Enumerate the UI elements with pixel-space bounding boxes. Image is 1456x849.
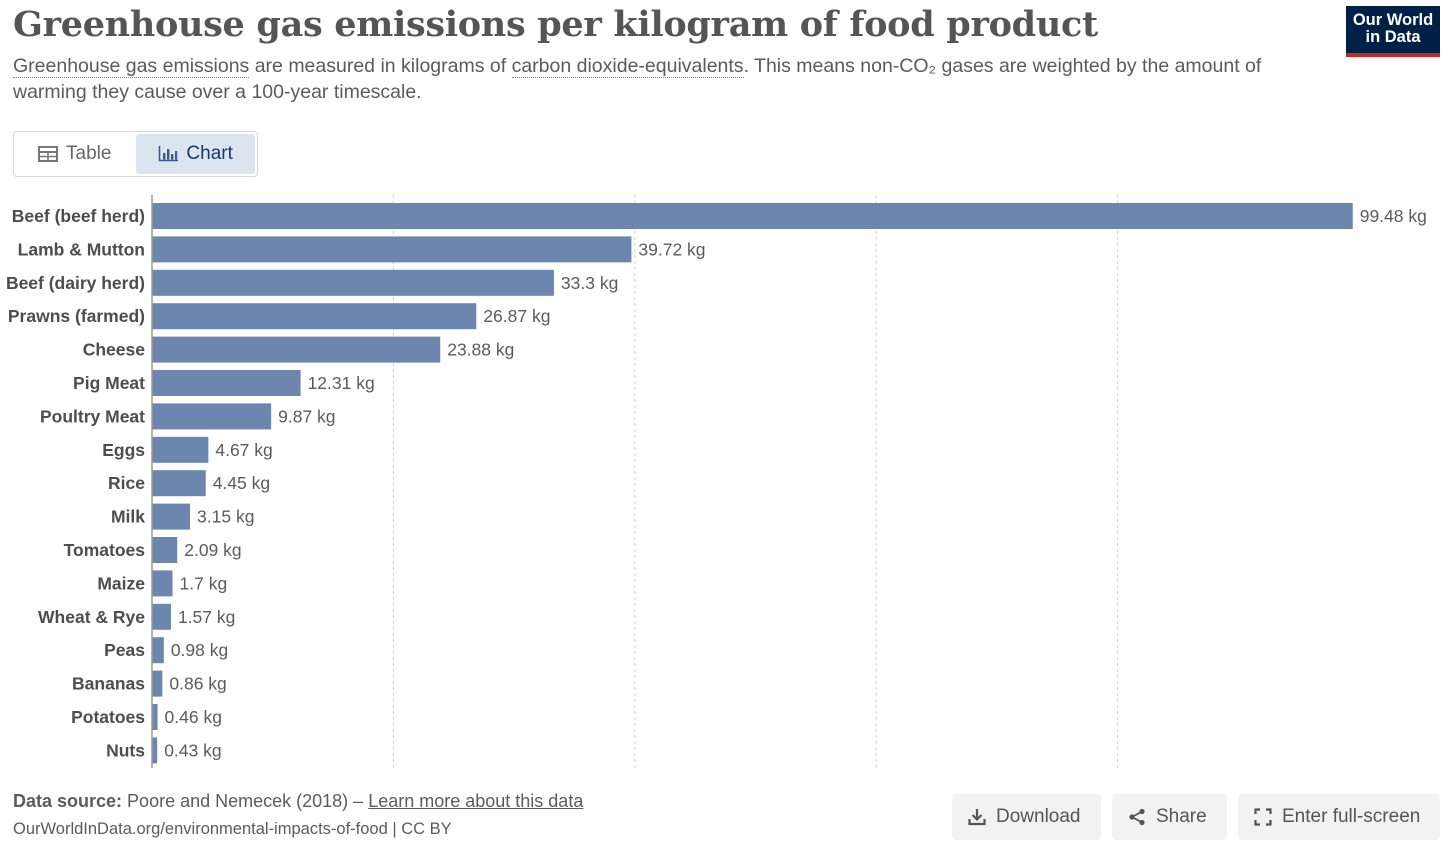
bar[interactable] bbox=[152, 403, 272, 430]
co2-equivalents-link[interactable]: carbon dioxide-equivalents bbox=[511, 55, 744, 78]
bar[interactable] bbox=[152, 269, 554, 296]
fullscreen-label: Enter full-screen bbox=[1282, 806, 1421, 827]
bar[interactable] bbox=[152, 670, 163, 697]
subtitle-text-1: are measured in kilograms of bbox=[249, 55, 512, 77]
bar[interactable] bbox=[152, 537, 178, 563]
bar[interactable] bbox=[152, 336, 441, 363]
value-label: 0.86 kg bbox=[169, 674, 226, 694]
bar[interactable] bbox=[152, 370, 301, 396]
share-icon bbox=[1128, 808, 1146, 826]
logo-line-2: in Data bbox=[1365, 28, 1421, 46]
download-icon bbox=[968, 808, 986, 826]
value-label: 2.09 kg bbox=[184, 540, 241, 560]
tab-table-label: Table bbox=[66, 143, 112, 164]
category-label: Pig Meat bbox=[73, 373, 145, 393]
value-label: 39.72 kg bbox=[638, 239, 705, 259]
category-label: Beef (dairy herd) bbox=[6, 273, 145, 293]
bar-chart: Beef (beef herd) 99.48 kg Lamb & Mutton 39.… bbox=[6, 195, 1427, 768]
value-label: 1.57 kg bbox=[178, 607, 235, 627]
category-label: Tomatoes bbox=[64, 540, 146, 560]
value-label: 4.67 kg bbox=[215, 440, 272, 460]
logo-line-1: Our World bbox=[1352, 11, 1434, 29]
source-label: Data source: bbox=[13, 791, 123, 811]
bar-chart-icon bbox=[158, 146, 179, 162]
bar[interactable] bbox=[152, 704, 158, 730]
bar[interactable] bbox=[152, 236, 632, 263]
category-label: Prawns (farmed) bbox=[8, 306, 145, 326]
value-label: 99.48 kg bbox=[1360, 206, 1427, 226]
category-label: Lamb & Mutton bbox=[18, 239, 145, 259]
value-label: 3.15 kg bbox=[197, 507, 254, 527]
value-label: 0.98 kg bbox=[171, 640, 228, 660]
subtitle-text-2: . This means non-CO₂ gases are weighted … bbox=[13, 55, 1262, 103]
value-label: 33.3 kg bbox=[561, 273, 618, 293]
tab-chart-label: Chart bbox=[186, 143, 233, 164]
value-label: 23.88 kg bbox=[447, 340, 514, 360]
bar[interactable] bbox=[152, 503, 191, 530]
chart-subtitle: Greenhouse gas emissions are measured in… bbox=[13, 53, 1303, 105]
owid-logo[interactable]: Our World in Data bbox=[1346, 6, 1440, 57]
category-label: Nuts bbox=[106, 740, 145, 760]
bar[interactable] bbox=[152, 737, 158, 764]
data-source: Data source: Poore and Nemecek (2018) – … bbox=[13, 791, 583, 812]
category-label: Rice bbox=[108, 473, 145, 493]
value-label: 12.31 kg bbox=[308, 373, 375, 393]
category-label: Cheese bbox=[83, 340, 146, 360]
share-label: Share bbox=[1156, 806, 1207, 827]
bar[interactable] bbox=[152, 303, 477, 330]
value-label: 0.43 kg bbox=[164, 740, 221, 760]
tab-table[interactable]: Table bbox=[16, 134, 133, 174]
category-label: Potatoes bbox=[71, 707, 145, 727]
bar[interactable] bbox=[152, 637, 164, 664]
bar[interactable] bbox=[152, 470, 206, 497]
category-label: Milk bbox=[111, 507, 145, 527]
source-url: OurWorldInData.org/environmental-impacts… bbox=[13, 820, 452, 838]
bar[interactable] bbox=[152, 570, 173, 597]
fullscreen-button[interactable]: Enter full-screen bbox=[1238, 794, 1440, 840]
category-label: Beef (beef herd) bbox=[12, 206, 145, 226]
bar[interactable] bbox=[152, 603, 171, 630]
table-icon bbox=[38, 146, 58, 162]
category-label: Wheat & Rye bbox=[38, 607, 145, 627]
download-button[interactable]: Download bbox=[952, 794, 1101, 840]
tab-chart[interactable]: Chart bbox=[136, 134, 255, 174]
category-label: Maize bbox=[97, 573, 145, 593]
value-label: 4.45 kg bbox=[213, 473, 270, 493]
value-label: 1.7 kg bbox=[180, 573, 228, 593]
category-label: Poultry Meat bbox=[40, 406, 145, 426]
share-button[interactable]: Share bbox=[1112, 794, 1227, 840]
learn-more-link[interactable]: Learn more about this data bbox=[368, 791, 584, 811]
category-label: Peas bbox=[104, 640, 145, 660]
download-label: Download bbox=[996, 806, 1081, 827]
source-text: Poore and Nemecek (2018) – bbox=[122, 791, 369, 811]
value-label: 26.87 kg bbox=[483, 306, 550, 326]
chart-title: Greenhouse gas emissions per kilogram of… bbox=[13, 4, 1098, 45]
view-tabs: Table Chart bbox=[13, 131, 258, 177]
fullscreen-icon bbox=[1254, 808, 1272, 826]
value-label: 0.46 kg bbox=[165, 707, 222, 727]
bar[interactable] bbox=[152, 203, 1353, 229]
ghg-emissions-link[interactable]: Greenhouse gas emissions bbox=[13, 55, 250, 78]
category-label: Bananas bbox=[72, 674, 145, 694]
bar[interactable] bbox=[152, 436, 209, 463]
value-label: 9.87 kg bbox=[278, 406, 335, 426]
category-label: Eggs bbox=[102, 440, 145, 460]
